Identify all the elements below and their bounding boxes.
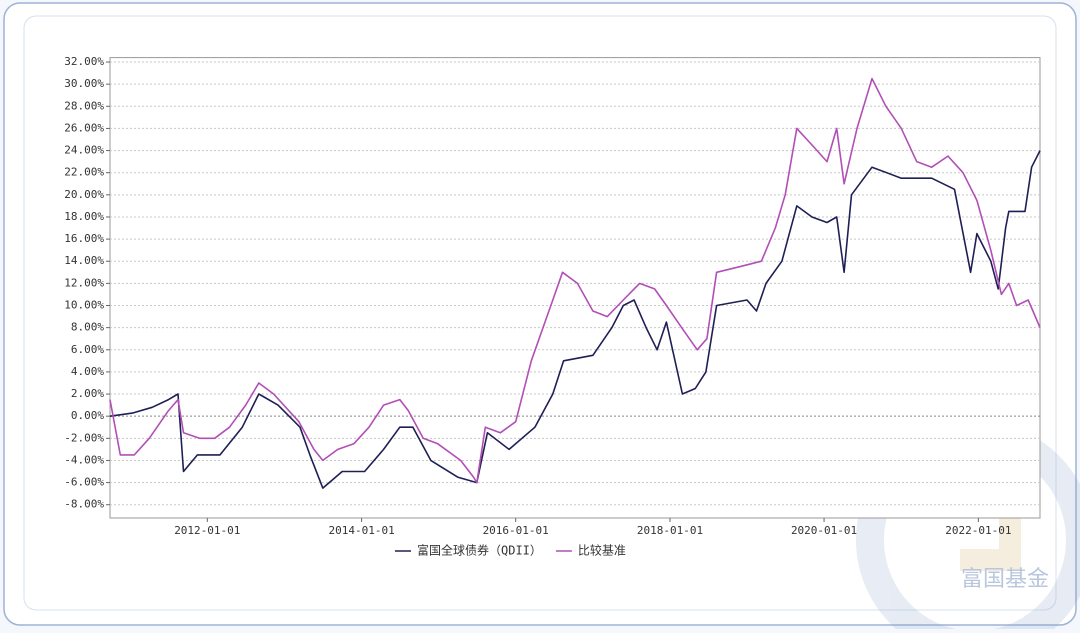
watermark: 富国基金	[961, 567, 1049, 592]
line	[109, 150, 1041, 489]
y-tick-label: -8.00%	[64, 498, 104, 511]
y-tick-label: 24.00%	[64, 144, 104, 157]
x-tick-label: 2020-01-01	[791, 524, 857, 537]
legend-label: 比较基准	[578, 543, 626, 558]
x-tick-label: 2022-01-01	[945, 524, 1011, 537]
y-tick-label: 18.00%	[64, 210, 104, 223]
y-tick-label: 6.00%	[71, 343, 104, 356]
y-tick-label: 8.00%	[71, 321, 104, 334]
line	[109, 77, 1041, 484]
x-tick-label: 2012-01-01	[174, 524, 240, 537]
x-tick-label: 2018-01-01	[637, 524, 703, 537]
y-tick-label: 10.00%	[64, 299, 104, 312]
y-tick-label: 32.00%	[64, 55, 104, 68]
y-tick-label: 16.00%	[64, 232, 104, 245]
y-tick-label: -4.00%	[64, 453, 104, 466]
y-tick-label: 22.00%	[64, 166, 104, 179]
legend-label: 富国全球债券（QDII）	[417, 543, 542, 558]
y-tick-label: 20.00%	[64, 188, 104, 201]
y-tick-label: 4.00%	[71, 365, 104, 378]
x-tick-label: 2014-01-01	[328, 524, 394, 537]
y-tick-label: -6.00%	[64, 476, 104, 489]
x-tick-label: 2016-01-01	[483, 524, 549, 537]
y-tick-label: 14.00%	[64, 254, 104, 267]
y-tick-label: -2.00%	[64, 431, 104, 444]
legend: 富国全球债券（QDII） 比较基准	[395, 543, 626, 558]
plot-area	[109, 57, 1041, 519]
y-tick-label: 30.00%	[64, 77, 104, 90]
y-tick-label: 0.00%	[71, 409, 104, 422]
y-tick-label: 28.00%	[64, 99, 104, 112]
y-tick-label: 12.00%	[64, 276, 104, 289]
y-tick-label: 26.00%	[64, 121, 104, 134]
y-tick-label: 2.00%	[71, 387, 104, 400]
